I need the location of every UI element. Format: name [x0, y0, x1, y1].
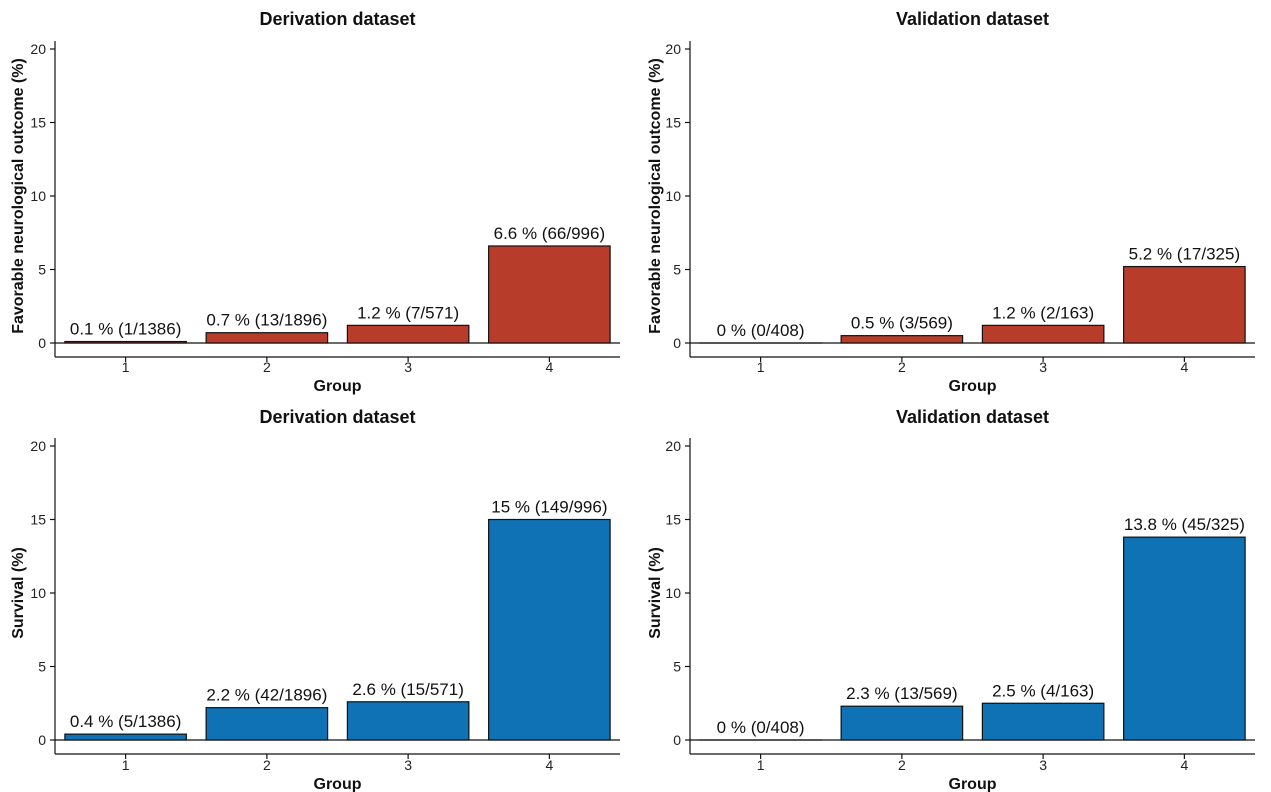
y-tick-label: 15 [665, 115, 681, 131]
y-tick-label: 10 [30, 585, 46, 601]
bar-group-4 [488, 518, 611, 741]
chart-panel-2: Validation dataset 0 5 10 15 20 1 0 % (0/408) 2 0… [647, 9, 1255, 395]
x-tick-label: 3 [404, 359, 412, 375]
data-label: 15 % (149/996) [491, 498, 607, 517]
x-tick-label: 2 [898, 757, 906, 773]
y-tick-label: 20 [665, 41, 681, 57]
bar-group-2 [840, 705, 964, 741]
x-tick-label: 2 [263, 757, 271, 773]
bar-group-3 [981, 702, 1105, 741]
data-label: 2.5 % (4/163) [992, 681, 1094, 700]
bar-group-3 [346, 701, 470, 741]
bar-group-1 [64, 733, 187, 741]
y-tick-label: 10 [30, 188, 46, 204]
data-label: 0.1 % (1/1386) [70, 320, 182, 339]
chart-panel-1: Derivation dataset 0 5 10 15 20 1 0.1 % (1/1386… [10, 9, 620, 395]
y-tick-label: 20 [665, 438, 681, 454]
bar-group-3 [981, 324, 1105, 344]
data-label: 2.3 % (13/569) [846, 684, 958, 703]
data-label: 1.2 % (2/163) [992, 303, 1094, 322]
y-tick-label: 20 [30, 438, 46, 454]
y-axis-title: Survival (%) [10, 547, 27, 639]
chart-title: Derivation dataset [259, 9, 415, 29]
data-label: 0.4 % (5/1386) [70, 712, 182, 731]
y-tick-label: 15 [30, 512, 46, 528]
x-tick-label: 4 [545, 757, 553, 773]
chart-panel-4: Validation dataset 0 5 10 15 20 1 0 % (0/408) 2 2… [647, 407, 1255, 792]
chart-panel-3: Derivation dataset 0 5 10 15 20 1 0.4 % (5/1386… [10, 407, 620, 792]
bar-group-4 [488, 245, 611, 344]
x-tick-label: 1 [122, 757, 130, 773]
bar-group-3 [346, 324, 470, 344]
y-tick-label: 15 [665, 512, 681, 528]
x-axis-title: Group [949, 378, 997, 395]
data-label: 6.6 % (66/996) [494, 224, 606, 243]
x-tick-label: 4 [545, 359, 553, 375]
y-tick-label: 15 [30, 115, 46, 131]
data-label: 2.6 % (15/571) [352, 680, 464, 699]
bar-group-2 [840, 335, 964, 344]
y-tick-label: 5 [38, 262, 46, 278]
data-label: 2.2 % (42/1896) [206, 686, 327, 705]
y-axis-title: Survival (%) [647, 547, 664, 639]
bar-group-2 [205, 707, 329, 741]
bar-group-4 [1123, 265, 1246, 344]
x-tick-label: 3 [1039, 359, 1047, 375]
x-axis-title: Group [949, 776, 997, 792]
y-axis-title: Favorable neurological outcome (%) [10, 58, 27, 334]
y-tick-label: 10 [665, 188, 681, 204]
data-label: 0 % (0/408) [717, 718, 805, 737]
x-tick-label: 3 [404, 757, 412, 773]
data-label: 5.2 % (17/325) [1129, 245, 1241, 264]
x-tick-label: 2 [898, 359, 906, 375]
y-tick-label: 5 [673, 659, 681, 675]
chart-title: Validation dataset [896, 9, 1049, 29]
x-tick-label: 1 [757, 757, 765, 773]
data-label: 13.8 % (45/325) [1124, 515, 1245, 534]
y-tick-label: 20 [30, 41, 46, 57]
y-tick-label: 0 [673, 732, 681, 748]
y-tick-label: 5 [673, 262, 681, 278]
data-label: 0.7 % (13/1896) [206, 311, 327, 330]
data-label: 0 % (0/408) [717, 321, 805, 340]
x-tick-label: 1 [122, 359, 130, 375]
x-axis-title: Group [314, 378, 362, 395]
x-tick-label: 4 [1180, 359, 1188, 375]
y-tick-label: 0 [38, 732, 46, 748]
data-label: 1.2 % (7/571) [357, 303, 459, 322]
y-tick-label: 10 [665, 585, 681, 601]
y-tick-label: 5 [38, 659, 46, 675]
bar-group-1 [64, 340, 187, 344]
x-tick-label: 3 [1039, 757, 1047, 773]
data-label: 0.5 % (3/569) [851, 314, 953, 333]
x-tick-label: 1 [757, 359, 765, 375]
x-axis-title: Group [314, 776, 362, 792]
chart-title: Validation dataset [896, 407, 1049, 427]
x-tick-label: 2 [263, 359, 271, 375]
y-tick-label: 0 [673, 335, 681, 351]
bar-group-4 [1123, 536, 1246, 741]
x-tick-label: 4 [1180, 757, 1188, 773]
chart-title: Derivation dataset [259, 407, 415, 427]
bar-group-2 [205, 332, 329, 344]
y-axis-title: Favorable neurological outcome (%) [647, 58, 664, 334]
y-tick-label: 0 [38, 335, 46, 351]
